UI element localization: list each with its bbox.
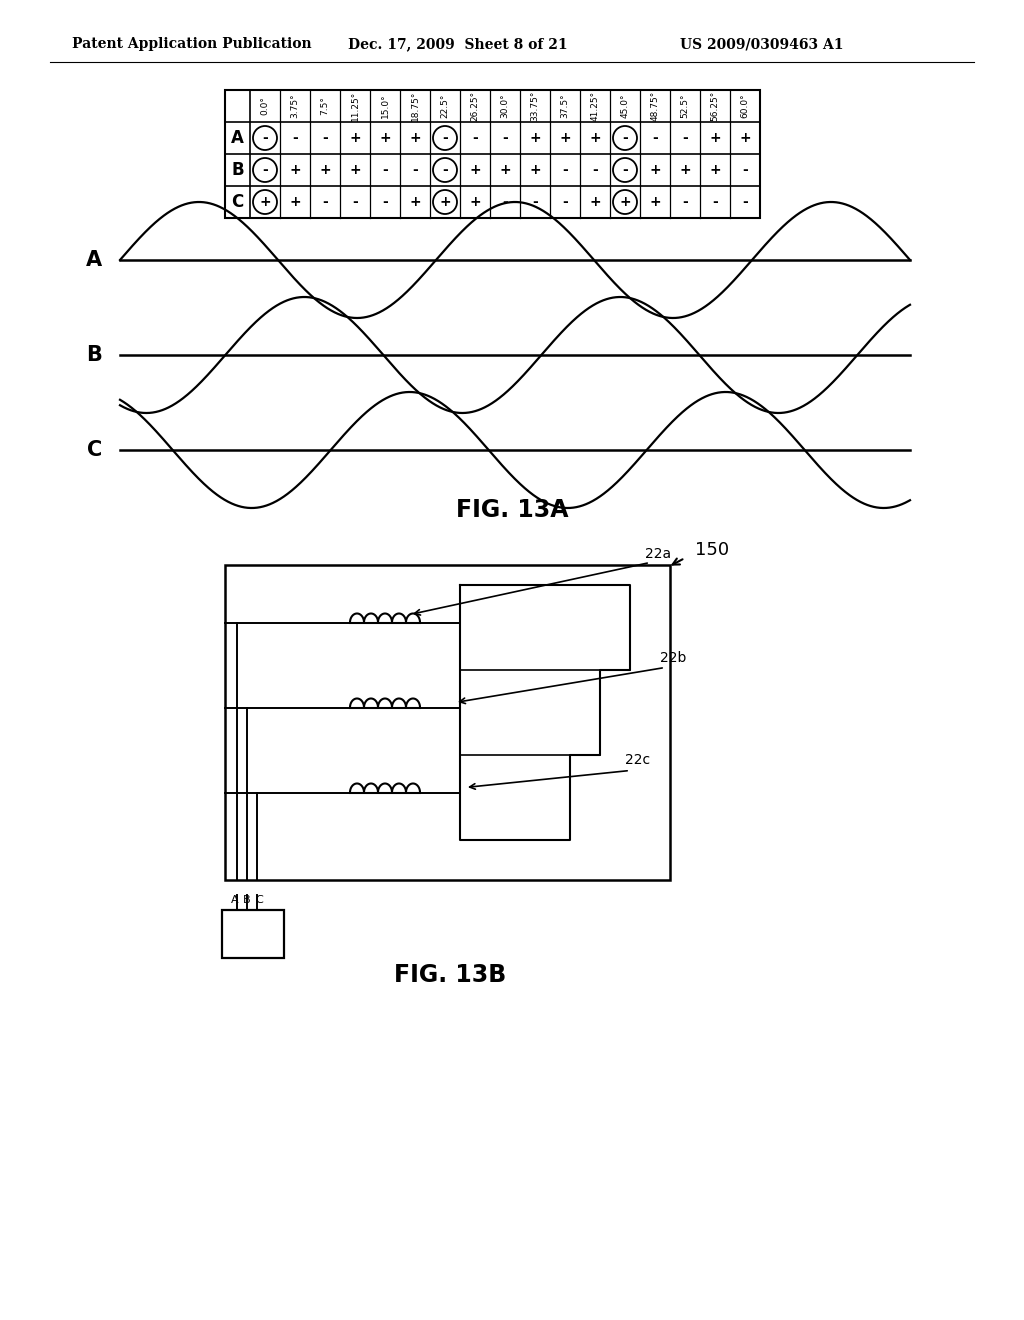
Text: A: A: [86, 249, 102, 271]
Bar: [222, 909, 284, 958]
Text: 22.5°: 22.5°: [440, 94, 450, 119]
Text: +: +: [349, 162, 360, 177]
Text: 15.0°: 15.0°: [381, 94, 389, 119]
Text: C: C: [231, 193, 244, 211]
Text: -: -: [442, 131, 447, 145]
Text: -: -: [262, 162, 268, 177]
Text: -: -: [442, 162, 447, 177]
Text: B: B: [243, 895, 251, 906]
Bar: [225, 565, 670, 880]
Text: +: +: [499, 162, 511, 177]
Text: +: +: [469, 162, 481, 177]
Text: -: -: [323, 195, 328, 209]
Text: +: +: [649, 162, 660, 177]
Text: +: +: [289, 162, 301, 177]
Text: -: -: [382, 162, 388, 177]
Text: B: B: [86, 345, 102, 366]
Text: +: +: [469, 195, 481, 209]
Text: FIG. 13A: FIG. 13A: [456, 498, 568, 521]
Text: +: +: [739, 131, 751, 145]
Text: -: -: [352, 195, 357, 209]
Text: -: -: [502, 195, 508, 209]
Text: +: +: [559, 131, 570, 145]
Text: +: +: [289, 195, 301, 209]
Text: 37.5°: 37.5°: [560, 94, 569, 119]
Text: -: -: [623, 162, 628, 177]
Text: 0.0°: 0.0°: [260, 96, 269, 115]
Text: 22a: 22a: [645, 546, 671, 561]
Text: +: +: [620, 195, 631, 209]
Text: -: -: [652, 131, 657, 145]
Text: -: -: [712, 195, 718, 209]
Text: -: -: [562, 162, 568, 177]
Text: +: +: [410, 131, 421, 145]
Text: 3.75°: 3.75°: [291, 94, 299, 119]
Text: 41.25°: 41.25°: [591, 91, 599, 121]
Text: -: -: [742, 195, 748, 209]
Text: C: C: [87, 440, 102, 459]
Text: +: +: [529, 162, 541, 177]
Text: 26.25°: 26.25°: [470, 91, 479, 121]
Text: -: -: [562, 195, 568, 209]
Text: A: A: [231, 129, 244, 147]
Text: Patent Application Publication: Patent Application Publication: [72, 37, 311, 51]
Text: -: -: [742, 162, 748, 177]
Text: -: -: [262, 131, 268, 145]
Text: +: +: [410, 195, 421, 209]
Text: +: +: [679, 162, 691, 177]
Text: -: -: [592, 162, 598, 177]
Text: +: +: [710, 131, 721, 145]
Text: +: +: [379, 131, 391, 145]
Text: Dec. 17, 2009  Sheet 8 of 21: Dec. 17, 2009 Sheet 8 of 21: [348, 37, 567, 51]
Text: -: -: [292, 131, 298, 145]
Bar: [225, 90, 760, 218]
Text: -: -: [532, 195, 538, 209]
Text: 11.25°: 11.25°: [350, 91, 359, 121]
Text: 45.0°: 45.0°: [621, 94, 630, 119]
Text: +: +: [349, 131, 360, 145]
Text: 60.0°: 60.0°: [740, 94, 750, 119]
Text: -: -: [623, 131, 628, 145]
Text: 150: 150: [695, 541, 729, 558]
Text: +: +: [529, 131, 541, 145]
Text: 48.75°: 48.75°: [650, 91, 659, 121]
Text: -: -: [472, 131, 478, 145]
Text: US 2009/0309463 A1: US 2009/0309463 A1: [680, 37, 844, 51]
Text: 52.5°: 52.5°: [681, 94, 689, 119]
Text: +: +: [589, 195, 601, 209]
Text: 22b: 22b: [660, 651, 686, 664]
Text: A: A: [231, 895, 239, 906]
Text: B: B: [231, 161, 244, 180]
Text: 22c: 22c: [625, 754, 650, 767]
Text: -: -: [682, 131, 688, 145]
Text: -: -: [502, 131, 508, 145]
Text: +: +: [710, 162, 721, 177]
Text: FIG. 13B: FIG. 13B: [394, 964, 506, 987]
Text: +: +: [259, 195, 270, 209]
Text: 18.75°: 18.75°: [411, 91, 420, 121]
Text: 30.0°: 30.0°: [501, 94, 510, 119]
Text: -: -: [682, 195, 688, 209]
Text: -: -: [323, 131, 328, 145]
Text: 56.25°: 56.25°: [711, 91, 720, 121]
Text: -: -: [412, 162, 418, 177]
Text: C: C: [255, 895, 263, 906]
Text: +: +: [589, 131, 601, 145]
Text: -: -: [382, 195, 388, 209]
Text: 7.5°: 7.5°: [321, 96, 330, 115]
Text: +: +: [649, 195, 660, 209]
Text: +: +: [439, 195, 451, 209]
Text: 33.75°: 33.75°: [530, 91, 540, 121]
Text: +: +: [319, 162, 331, 177]
